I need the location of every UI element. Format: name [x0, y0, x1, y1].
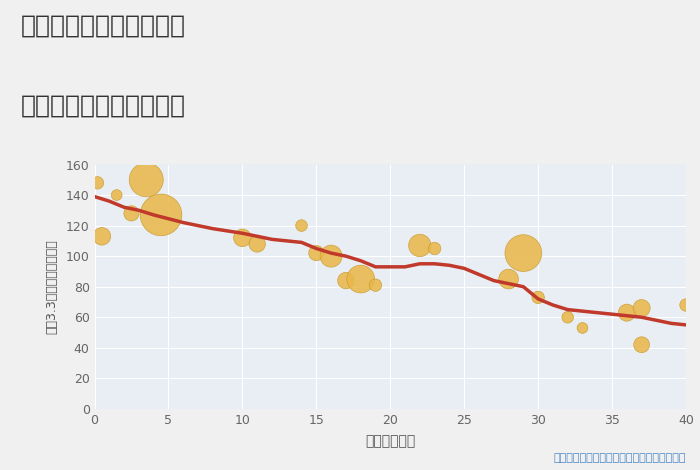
Text: 円の大きさは、取引のあった物件面積を示す: 円の大きさは、取引のあった物件面積を示す [554, 453, 686, 463]
Point [97, 233, 108, 240]
Point [126, 210, 137, 217]
Point [155, 211, 167, 219]
Point [429, 245, 440, 252]
Point [340, 277, 351, 284]
Point [111, 191, 122, 199]
Point [577, 324, 588, 332]
Point [92, 179, 103, 187]
Point [562, 313, 573, 321]
Point [636, 305, 648, 312]
X-axis label: 築年数（年）: 築年数（年） [365, 434, 415, 448]
Point [414, 242, 426, 249]
Point [636, 341, 648, 349]
Point [296, 222, 307, 229]
Text: 築年数別中古戸建て価格: 築年数別中古戸建て価格 [21, 94, 186, 118]
Point [680, 301, 692, 309]
Point [251, 240, 262, 248]
Point [237, 234, 248, 242]
Point [533, 294, 544, 301]
Point [370, 282, 381, 289]
Point [355, 275, 366, 283]
Text: 兵庫県西宮市小松南町の: 兵庫県西宮市小松南町の [21, 14, 186, 38]
Point [141, 176, 152, 183]
Point [311, 249, 322, 257]
Point [326, 252, 337, 260]
Point [503, 275, 514, 283]
Y-axis label: 坪（3.3㎡）単価（万円）: 坪（3.3㎡）単価（万円） [46, 239, 59, 334]
Point [518, 249, 529, 257]
Point [622, 309, 633, 316]
